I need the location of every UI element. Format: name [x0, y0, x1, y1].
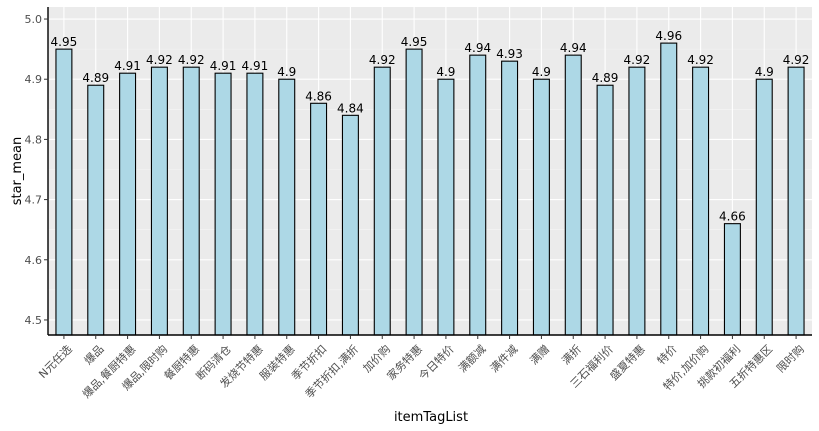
- x-tick-label: 满额减: [456, 343, 489, 376]
- bar: [341, 114, 359, 336]
- y-tick-label: 4.5: [25, 314, 43, 327]
- x-tick-label: 限时购: [774, 342, 807, 375]
- bar-value-label: 4.86: [305, 89, 332, 103]
- y-tick-labels: 4.5 4.6 4.7 4.8 4.9 5.0: [25, 13, 48, 327]
- bar: [182, 66, 200, 336]
- y-axis-title: star_mean: [10, 137, 25, 206]
- bar-value-label: 4.66: [719, 210, 746, 224]
- bar: [596, 84, 614, 336]
- bar-value-label: 4.95: [401, 35, 428, 49]
- bars: [55, 42, 805, 336]
- bar-value-label: 4.91: [242, 59, 269, 73]
- x-tick-label: 满赠: [527, 342, 552, 367]
- x-tick-label: 特价: [654, 342, 679, 367]
- bar-value-label: 4.93: [496, 47, 523, 61]
- bar-value-label: 4.94: [560, 41, 587, 55]
- bar: [628, 66, 646, 336]
- bar-value-label: 4.89: [82, 71, 109, 85]
- bar: [692, 66, 710, 336]
- bar: [532, 78, 550, 336]
- axes: [47, 7, 812, 336]
- bar: [787, 66, 805, 336]
- y-tick-label: 5.0: [25, 13, 43, 26]
- bar-value-label: 4.92: [146, 53, 173, 67]
- bar: [246, 72, 264, 336]
- bar: [119, 72, 137, 336]
- bar-value-label: 4.9: [436, 65, 455, 79]
- bar: [660, 42, 678, 336]
- bar: [87, 84, 105, 336]
- bar: [501, 60, 519, 336]
- bar: [310, 102, 328, 336]
- y-tick-label: 4.6: [25, 254, 43, 267]
- bar: [405, 48, 423, 336]
- x-tick-label: 盛夏特惠: [607, 342, 648, 383]
- bar-value-label: 4.92: [178, 53, 205, 67]
- x-tick-label: 今日特价: [416, 342, 457, 383]
- x-tick-label: N元任选: [36, 343, 74, 381]
- bar-value-label: 4.92: [687, 53, 714, 67]
- y-tick-label: 4.9: [25, 73, 43, 86]
- bar-value-label: 4.92: [624, 53, 651, 67]
- bar-value-label: 4.91: [210, 59, 237, 73]
- x-tick-label: 爆品: [81, 342, 106, 367]
- bar-value-label: 4.92: [783, 53, 810, 67]
- bar-value-label: 4.95: [51, 35, 78, 49]
- x-tick-labels: N元任选 爆品爆品,餐厨特惠爆品,限时购餐厨特惠断码清仓发烧节特惠服装特惠季节折扣…: [36, 335, 807, 401]
- x-axis-title: itemTagList: [394, 410, 468, 425]
- bar: [437, 78, 455, 336]
- bar-value-label: 4.92: [369, 53, 396, 67]
- bar-value-label: 4.91: [114, 59, 141, 73]
- y-tick-label: 4.8: [25, 133, 43, 146]
- bar-value-label: 4.94: [464, 41, 491, 55]
- bar: [55, 48, 73, 336]
- bar: [469, 54, 487, 336]
- bar: [373, 66, 391, 336]
- x-tick-label: 满件减: [488, 343, 521, 376]
- bar-value-label: 4.9: [755, 65, 774, 79]
- bar: [278, 78, 296, 336]
- plot-panel: [48, 7, 812, 335]
- bar-value-label: 4.9: [277, 65, 296, 79]
- bar: [564, 54, 582, 336]
- bar-value-label: 4.96: [655, 29, 682, 43]
- y-tick-label: 4.7: [25, 194, 43, 207]
- data-labels: 4.95 4.89 4.91 4.92 4.92 4.91 4.91 4.9 4.86 4.84 4…: [51, 29, 810, 224]
- bar-value-label: 4.89: [592, 71, 619, 85]
- bar: [755, 78, 773, 336]
- x-tick-label: 满折: [559, 342, 584, 367]
- bar-value-label: 4.84: [337, 101, 364, 115]
- bar: [214, 72, 232, 336]
- bar: [723, 223, 741, 336]
- bar-value-label: 4.9: [532, 65, 551, 79]
- bar: [150, 66, 168, 336]
